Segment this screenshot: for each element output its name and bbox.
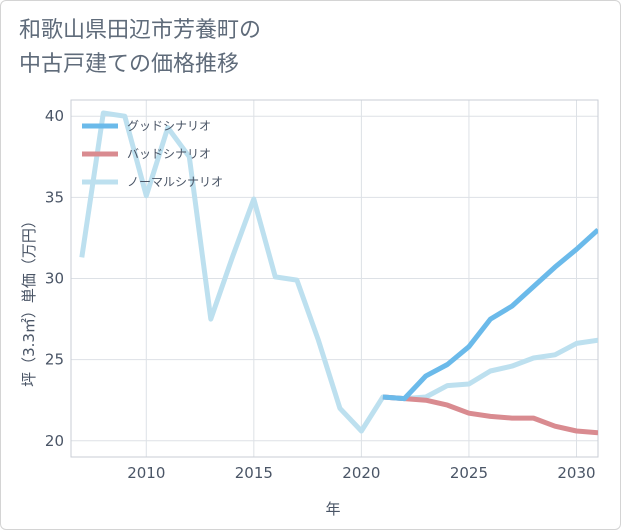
legend-label: グッドシナリオ: [127, 119, 211, 133]
y-tick-label: 30: [45, 270, 64, 288]
x-tick-label: 2015: [235, 464, 273, 482]
plot-area: [70, 99, 599, 458]
normal-scenario-line: [79, 110, 598, 434]
grid-lines: [71, 100, 598, 457]
good-scenario-line: [382, 227, 598, 402]
y-tick-label: 35: [45, 188, 64, 206]
y-tick-label: 20: [45, 432, 64, 450]
x-tick-label: 2025: [450, 464, 488, 482]
chart-title: 和歌山県田辺市芳養町の 中古戸建ての価格推移: [19, 14, 261, 82]
legend-label: バッドシナリオ: [127, 147, 211, 161]
series-layer: [79, 110, 598, 436]
legend-label: ノーマルシナリオ: [127, 175, 223, 189]
y-tick-label: 40: [45, 107, 64, 125]
y-tick-label: 25: [45, 351, 64, 369]
y-tick-labels: 20 25 30 35 40: [45, 107, 64, 450]
x-axis-label: 年: [325, 500, 340, 518]
y-axis-label: 坪（3.3㎡）単価（万円）: [20, 213, 38, 387]
x-tick-label: 2030: [557, 464, 595, 482]
legend-item-bad: バッドシナリオ: [82, 147, 211, 161]
bad-scenario-line: [382, 394, 598, 436]
chart-title-line-1: 和歌山県田辺市芳養町の: [19, 18, 262, 43]
legend-item-normal: ノーマルシナリオ: [82, 175, 223, 189]
legend-item-good: グッドシナリオ: [82, 119, 211, 133]
chart-title-line-2: 中古戸建ての価格推移: [19, 52, 240, 77]
x-tick-labels: 2010 2015 2020 2025 2030: [127, 464, 595, 482]
x-tick-label: 2010: [127, 464, 165, 482]
x-tick-label: 2020: [342, 464, 380, 482]
